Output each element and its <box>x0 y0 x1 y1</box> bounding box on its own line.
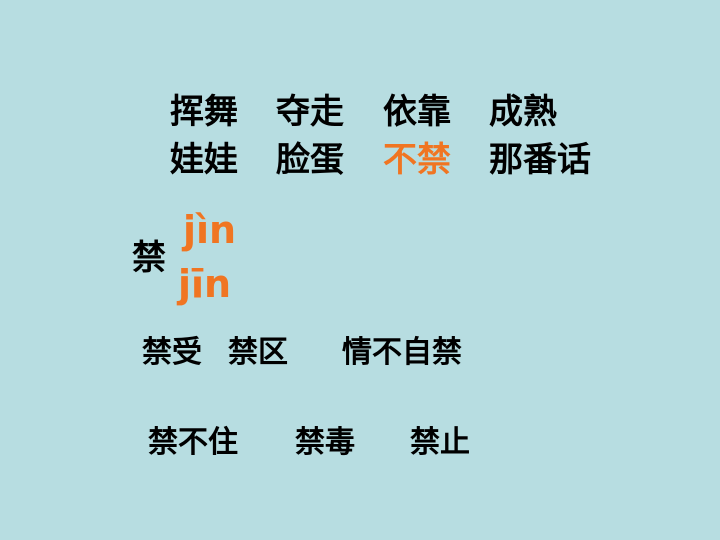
word-chengshu: 成熟 <box>489 92 557 132</box>
word-jinshou: 禁受 <box>142 335 202 370</box>
word-bujin-highlight: 不禁 <box>383 140 451 180</box>
word-wawa: 娃娃 <box>170 140 238 180</box>
word-nafanhua: 那番话 <box>489 140 591 180</box>
word-jinzhi: 禁止 <box>410 425 470 460</box>
word-liandan: 脸蛋 <box>276 140 344 180</box>
word-jindu: 禁毒 <box>295 425 355 460</box>
word-qingbuzijin: 情不自禁 <box>342 335 462 370</box>
word-jinqu: 禁区 <box>228 335 288 370</box>
word-duozou: 夺走 <box>276 92 344 132</box>
polyphonic-char: 禁 <box>132 238 166 278</box>
word-huiwu: 挥舞 <box>170 92 238 132</box>
pinyin-jin-first-tone: jīn <box>178 262 232 306</box>
pinyin-jin-fourth-tone: jìn <box>183 208 237 252</box>
word-yikao: 依靠 <box>383 92 451 132</box>
word-jinbuzhu: 禁不住 <box>148 425 238 460</box>
